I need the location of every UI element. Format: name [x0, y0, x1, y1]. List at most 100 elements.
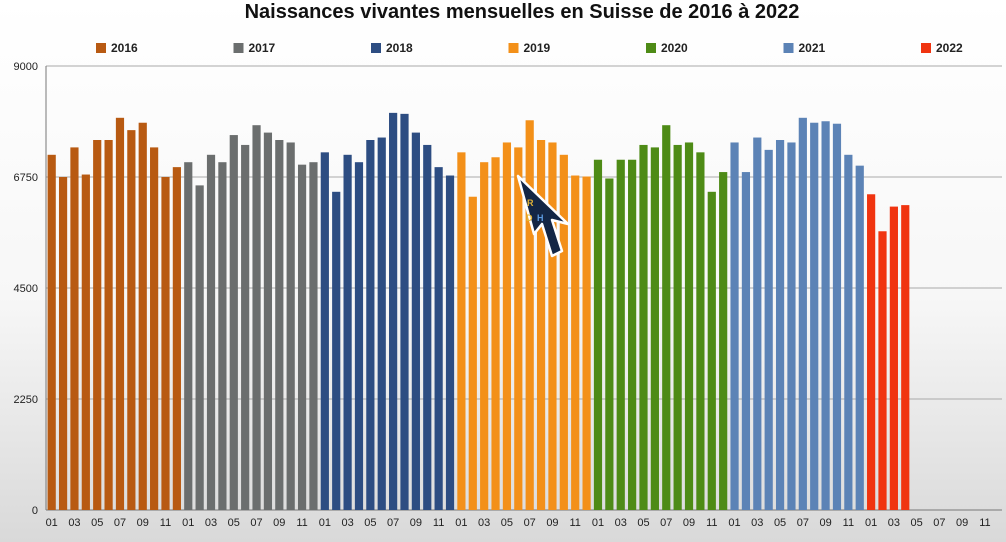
bar [525, 120, 534, 511]
y-tick-label: 2250 [14, 394, 38, 406]
bar [867, 194, 876, 510]
bar [206, 154, 216, 511]
grid [46, 65, 1002, 511]
x-tick-label: 09 [819, 517, 831, 529]
bar [753, 137, 762, 511]
bar [161, 177, 170, 510]
bar [662, 125, 671, 510]
bar [844, 154, 853, 511]
legend-label: 2020 [661, 41, 688, 55]
bar [593, 159, 603, 510]
x-tick-label: 07 [114, 517, 126, 529]
y-tick-label: 6750 [14, 172, 38, 184]
x-tick-label: 11 [160, 517, 171, 529]
bar [548, 142, 557, 510]
bar [855, 165, 864, 511]
bar [377, 137, 386, 511]
x-tick-label: 03 [615, 517, 627, 529]
bar [172, 167, 181, 510]
legend-swatch [96, 43, 106, 53]
bar [115, 117, 125, 511]
x-tick-label: 11 [570, 517, 581, 529]
bar [559, 154, 568, 511]
bar [309, 162, 318, 510]
bar [81, 174, 90, 511]
legend-swatch [233, 43, 244, 53]
x-tick-label: 03 [478, 517, 490, 529]
x-tick-label: 09 [410, 517, 422, 529]
bar [400, 113, 409, 510]
x-tick-label: 03 [68, 517, 80, 529]
svg-text:D: D [526, 213, 533, 223]
x-tick-label: 09 [273, 517, 285, 529]
bar [423, 144, 432, 510]
bar [286, 142, 295, 510]
x-tick-label: 07 [660, 517, 672, 529]
legend-swatch [783, 43, 794, 53]
x-tick-label: 01 [865, 517, 877, 529]
bar [93, 140, 102, 510]
bar [764, 149, 773, 510]
x-tick-label: 09 [956, 517, 968, 529]
bar [354, 162, 364, 510]
bar [275, 140, 284, 510]
bar [297, 164, 307, 510]
legend-label: 2022 [936, 41, 963, 55]
x-axis: 01 03 05 07 09 11 01 03 05 07 09 11 01 03 05 07 09 11 01 03… [46, 517, 991, 529]
x-tick-label: 07 [797, 517, 809, 529]
x-tick-label: 05 [364, 517, 376, 529]
x-tick-label: 09 [137, 517, 149, 529]
x-tick-label: 07 [387, 517, 399, 529]
bar [878, 231, 887, 510]
x-tick-label: 03 [751, 517, 763, 529]
x-tick-label: 11 [979, 517, 990, 529]
legend: 2016 2017 2018 2019 2020 2021 2022 [96, 41, 963, 55]
bar [389, 112, 398, 510]
svg-text:R: R [527, 198, 534, 208]
x-tick-label: 05 [91, 517, 103, 529]
bar [104, 140, 113, 510]
bar [434, 167, 443, 510]
bar [571, 175, 580, 510]
x-tick-label: 11 [433, 517, 444, 529]
x-tick-label: 11 [706, 517, 717, 529]
x-tick-label: 11 [843, 517, 854, 529]
bar [411, 132, 420, 510]
svg-text:H: H [537, 213, 544, 223]
bar [150, 147, 159, 510]
bar [70, 147, 79, 510]
legend-swatch [508, 43, 519, 53]
bar [343, 154, 352, 511]
bar [798, 117, 807, 511]
legend-label: 2021 [799, 41, 826, 55]
bar [650, 147, 659, 510]
x-tick-label: 03 [205, 517, 217, 529]
bars [47, 112, 910, 511]
bar [58, 177, 68, 510]
x-tick-label: 05 [774, 517, 786, 529]
bar [229, 135, 238, 511]
bar [821, 121, 830, 511]
bar [730, 142, 739, 510]
bar [639, 144, 648, 510]
bar [787, 142, 796, 510]
x-tick-label: 07 [250, 517, 262, 529]
bar [616, 159, 625, 510]
y-tick-label: 0 [32, 505, 38, 517]
y-axis: 0 2250 4500 6750 9000 [14, 61, 47, 517]
bar [502, 142, 512, 510]
x-tick-label: 07 [524, 517, 536, 529]
bar [832, 123, 842, 510]
x-tick-label: 01 [319, 517, 331, 529]
bar [241, 144, 250, 510]
bar [707, 191, 716, 511]
bar [252, 125, 261, 510]
bar [195, 185, 204, 511]
bar [218, 162, 227, 510]
legend-label: 2019 [524, 41, 551, 55]
bar [468, 196, 477, 510]
bar [536, 140, 546, 510]
cursor-arrow-icon: R D H [516, 174, 570, 258]
bar [684, 142, 694, 510]
bar [184, 162, 193, 510]
